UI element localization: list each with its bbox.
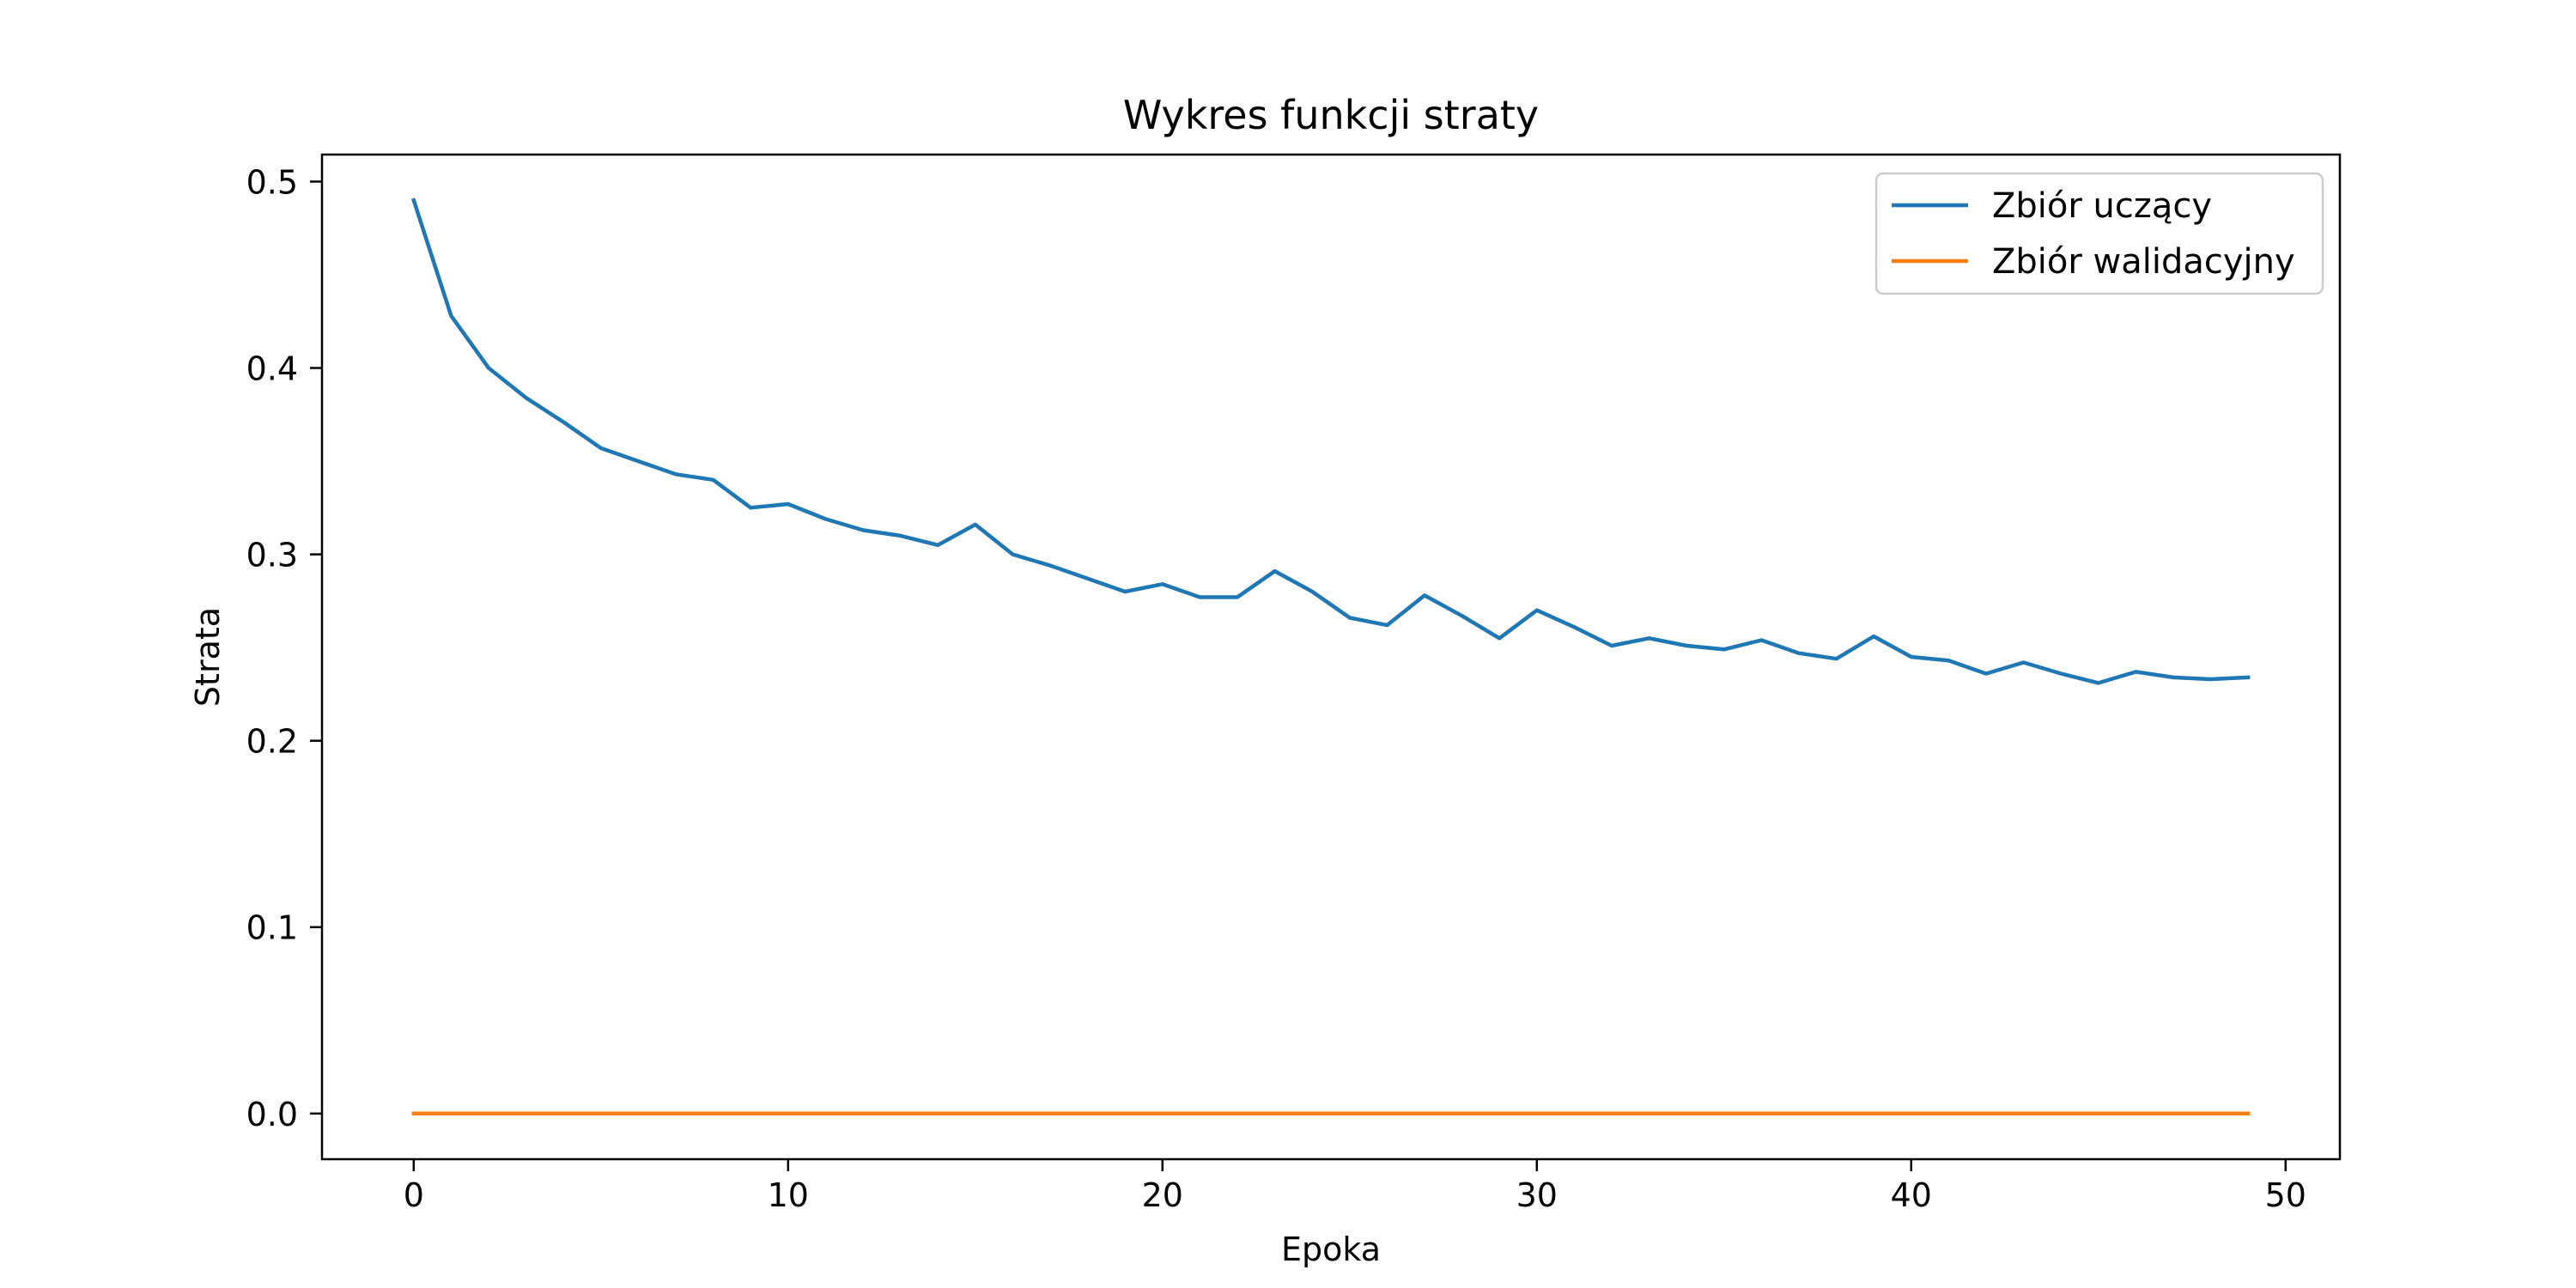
y-tick-label: 0.1 xyxy=(246,909,298,947)
y-tick-label: 0.4 xyxy=(246,350,298,388)
y-tick-label: 0.5 xyxy=(246,163,298,201)
y-axis-label: Strata xyxy=(189,607,227,707)
series-layer xyxy=(410,197,2251,1116)
legend-label-train: Zbiór uczący xyxy=(1992,186,2212,226)
plot-frame xyxy=(320,153,2342,1161)
legend-label-validation: Zbiór walidacyjny xyxy=(1992,242,2295,282)
y-tick-label: 0.0 xyxy=(246,1096,298,1133)
x-axis-label: Epoka xyxy=(1281,1230,1381,1268)
x-tick-label: 20 xyxy=(1142,1176,1183,1214)
series-line-train xyxy=(410,197,2251,685)
x-tick-label: 40 xyxy=(1891,1176,1932,1214)
y-axis-ticks: 0.0 0.1 0.2 0.3 0.4 0.5 xyxy=(246,163,322,1133)
legend: Zbiór uczący Zbiór walidacyjny xyxy=(1874,172,2324,295)
legend-frame xyxy=(1874,172,2324,295)
x-tick-label: 50 xyxy=(2265,1176,2306,1214)
x-tick-label: 0 xyxy=(404,1176,424,1214)
chart-title: Wykres funkcji straty xyxy=(1123,92,1539,138)
x-axis-ticks: 0 10 20 30 40 50 xyxy=(404,1159,2306,1214)
y-tick-label: 0.3 xyxy=(246,537,298,574)
y-tick-label: 0.2 xyxy=(246,723,298,761)
x-tick-label: 10 xyxy=(768,1176,809,1214)
x-tick-label: 30 xyxy=(1516,1176,1558,1214)
